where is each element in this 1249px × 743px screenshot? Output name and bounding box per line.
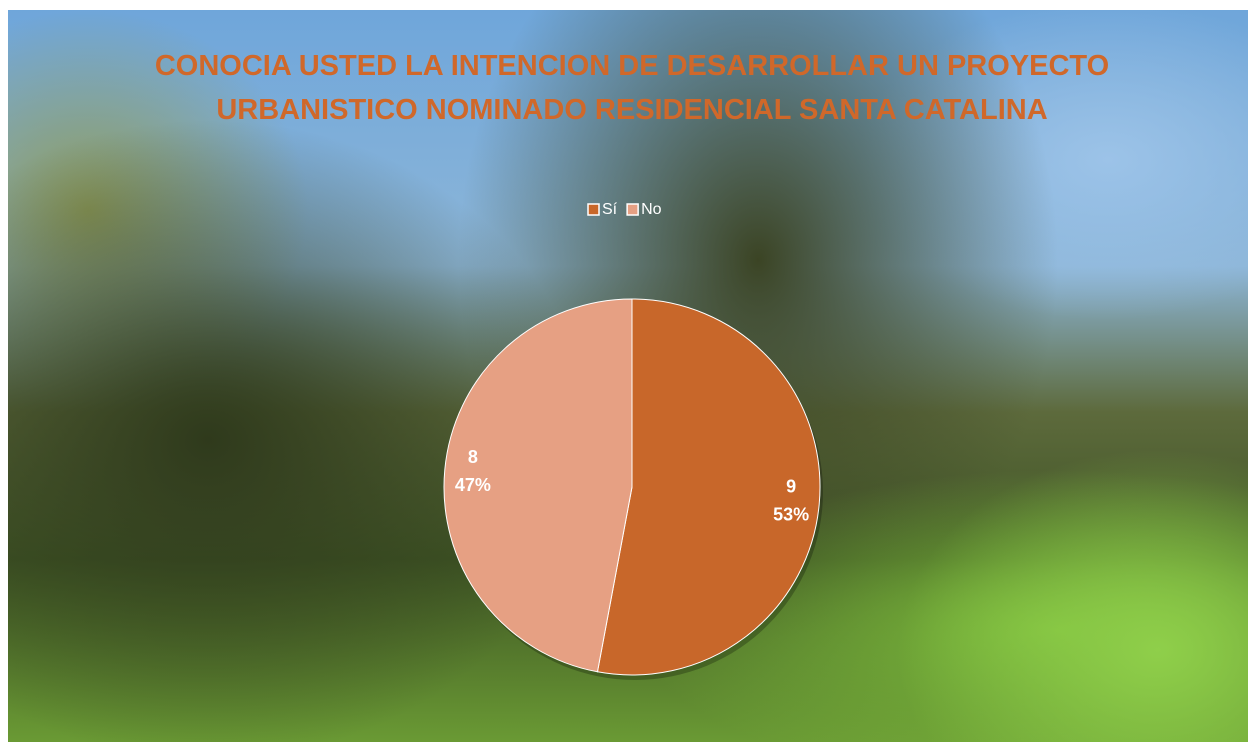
legend-label: No [641, 201, 662, 218]
legend-swatch [587, 203, 600, 216]
data-label-value: 9 [786, 476, 796, 496]
data-label-percent: 47% [455, 475, 491, 495]
pie-slice [443, 298, 633, 673]
chart-title: CONOCIA USTED LA INTENCION DE DESARROLLA… [154, 50, 1110, 126]
data-label-value: 8 [468, 447, 478, 467]
legend-swatch [626, 203, 639, 216]
data-label-percent: 53% [773, 504, 809, 524]
pie-slice [596, 298, 821, 676]
legend-label: Sí [602, 201, 618, 218]
